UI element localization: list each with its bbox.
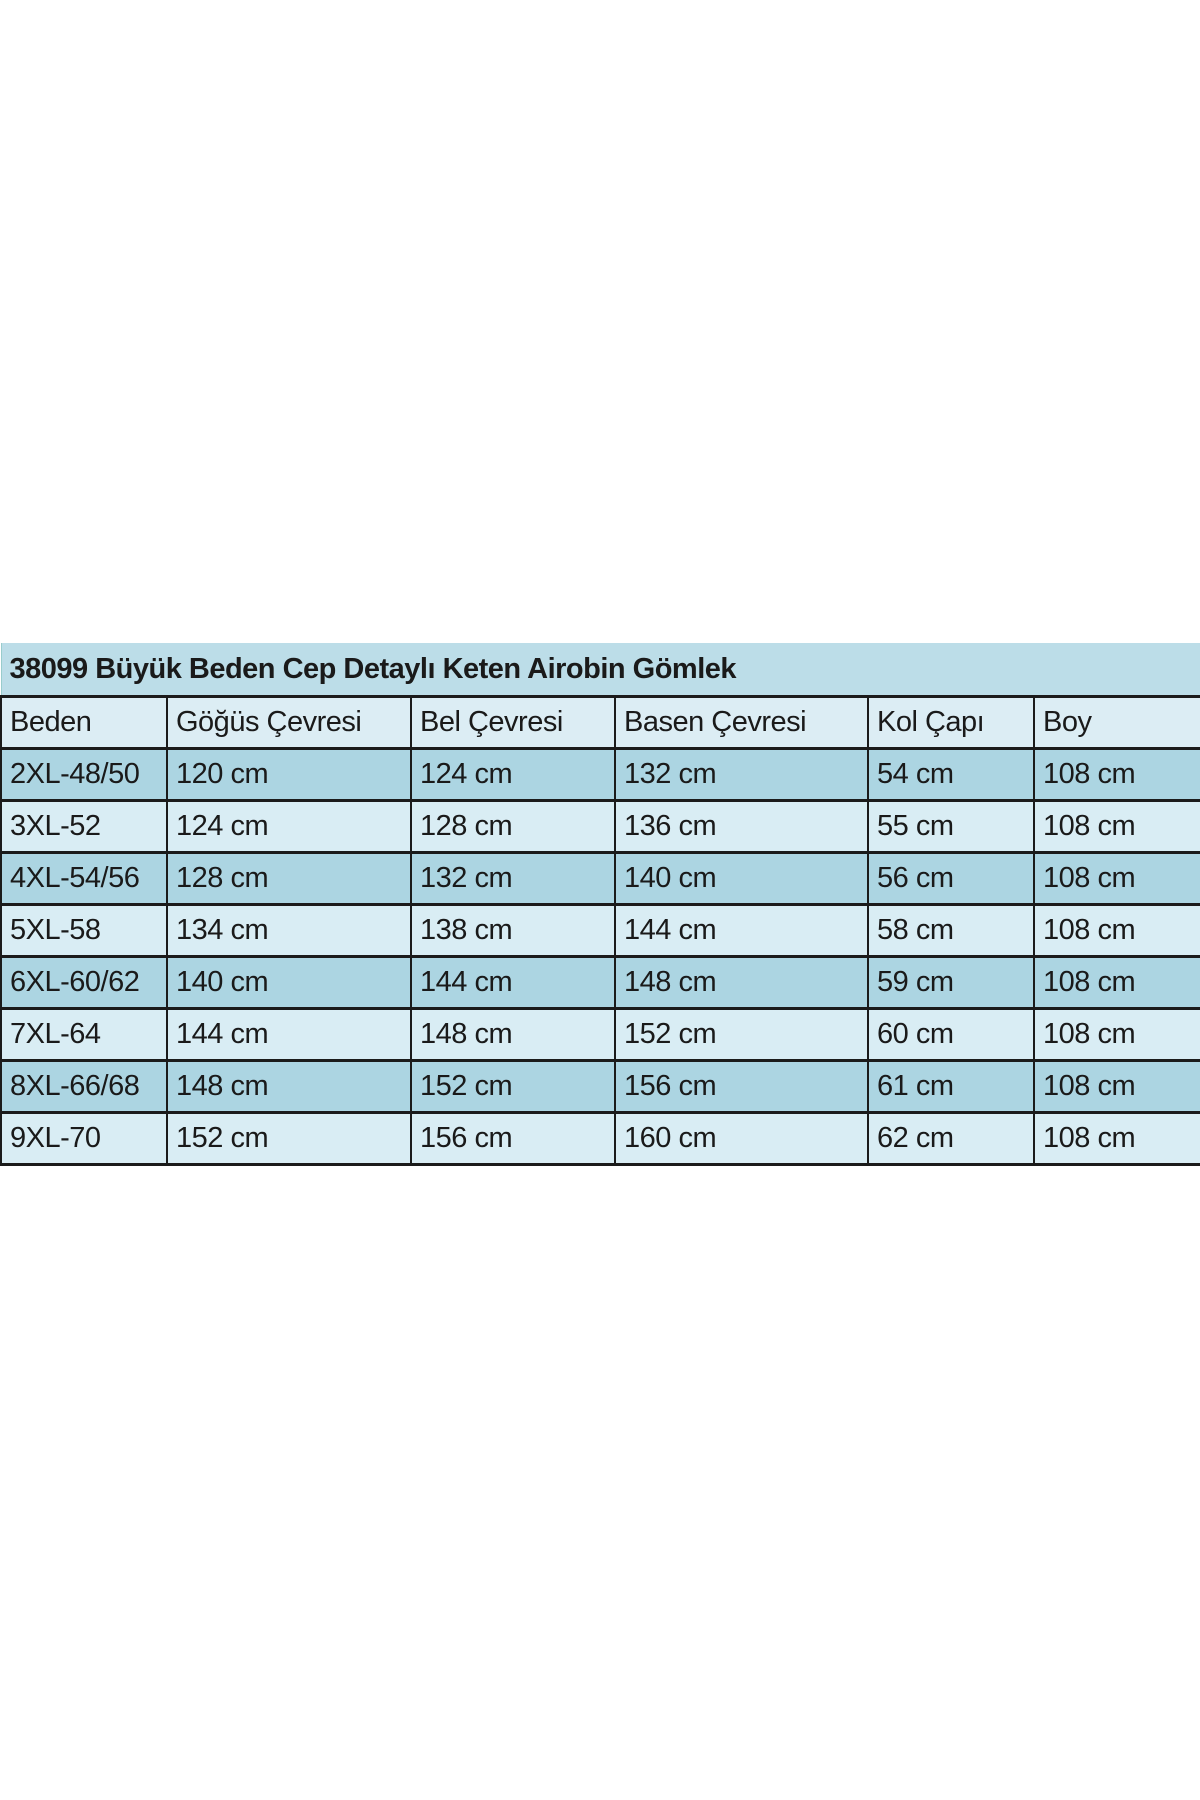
table-title: 38099 Büyük Beden Cep Detaylı Keten Airo… (0, 643, 1200, 697)
table-row: 5XL-58 134 cm 138 cm 144 cm 58 cm 108 cm (0, 903, 1200, 957)
table-cell: 54 cm (867, 747, 1035, 801)
table-cell: 136 cm (614, 799, 869, 853)
table-cell: 138 cm (410, 903, 616, 957)
table-cell: 9XL-70 (0, 1111, 168, 1166)
table-cell: 61 cm (867, 1059, 1035, 1113)
table-cell: 132 cm (410, 851, 616, 905)
table-cell: 58 cm (867, 903, 1035, 957)
table-cell: 152 cm (614, 1007, 869, 1061)
table-cell: 5XL-58 (0, 903, 168, 957)
table-cell: 148 cm (410, 1007, 616, 1061)
table-row: 6XL-60/62 140 cm 144 cm 148 cm 59 cm 108 cm (0, 955, 1200, 1009)
table-cell: 124 cm (166, 799, 412, 853)
table-cell: 108 cm (1032, 1059, 1200, 1113)
table-cell: 56 cm (867, 851, 1035, 905)
table-cell: 6XL-60/62 (0, 955, 168, 1009)
table-cell: 8XL-66/68 (0, 1059, 168, 1113)
table-cell: 3XL-52 (0, 799, 168, 853)
table-cell: 144 cm (410, 955, 616, 1009)
table-cell: 108 cm (1032, 1111, 1200, 1166)
table-cell: 144 cm (166, 1007, 412, 1061)
column-header: Bel Çevresi (410, 695, 616, 749)
column-header: Basen Çevresi (614, 695, 869, 749)
table-cell: 156 cm (614, 1059, 869, 1113)
table-cell: 148 cm (614, 955, 869, 1009)
table-cell: 4XL-54/56 (0, 851, 168, 905)
table-cell: 108 cm (1032, 1007, 1200, 1061)
table-cell: 108 cm (1032, 903, 1200, 957)
table-row: 3XL-52 124 cm 128 cm 136 cm 55 cm 108 cm (0, 799, 1200, 853)
table-row: 2XL-48/50 120 cm 124 cm 132 cm 54 cm 108 cm (0, 747, 1200, 801)
table-cell: 160 cm (614, 1111, 869, 1166)
column-header: Beden (0, 695, 168, 749)
table-cell: 128 cm (166, 851, 412, 905)
header-row: Beden Göğüs Çevresi Bel Çevresi Basen Çevre… (0, 695, 1200, 749)
size-chart-table: 38099 Büyük Beden Cep Detaylı Keten Airo… (0, 643, 1200, 1166)
table-cell: 152 cm (166, 1111, 412, 1166)
table-cell: 108 cm (1032, 747, 1200, 801)
table-cell: 152 cm (410, 1059, 616, 1113)
table-cell: 140 cm (614, 851, 869, 905)
table-cell: 134 cm (166, 903, 412, 957)
column-header: Kol Çapı (867, 695, 1035, 749)
table-cell: 128 cm (410, 799, 616, 853)
table-cell: 2XL-48/50 (0, 747, 168, 801)
table-row: 8XL-66/68 148 cm 152 cm 156 cm 61 cm 108 cm (0, 1059, 1200, 1113)
table-row: 9XL-70 152 cm 156 cm 160 cm 62 cm 108 cm (0, 1111, 1200, 1166)
table-cell: 108 cm (1032, 851, 1200, 905)
table-cell: 62 cm (867, 1111, 1035, 1166)
table-cell: 55 cm (867, 799, 1035, 853)
table-cell: 132 cm (614, 747, 869, 801)
table-row: 4XL-54/56 128 cm 132 cm 140 cm 56 cm 108 cm (0, 851, 1200, 905)
table-cell: 124 cm (410, 747, 616, 801)
table-cell: 108 cm (1032, 799, 1200, 853)
table-cell: 156 cm (410, 1111, 616, 1166)
table-row: 7XL-64 144 cm 148 cm 152 cm 60 cm 108 cm (0, 1007, 1200, 1061)
column-header: Boy (1032, 695, 1200, 749)
column-header: Göğüs Çevresi (166, 695, 412, 749)
table-cell: 60 cm (867, 1007, 1035, 1061)
table-cell: 144 cm (614, 903, 869, 957)
table-cell: 59 cm (867, 955, 1035, 1009)
table-cell: 108 cm (1032, 955, 1200, 1009)
table-cell: 148 cm (166, 1059, 412, 1113)
table-cell: 7XL-64 (0, 1007, 168, 1061)
table-cell: 120 cm (166, 747, 412, 801)
table-cell: 140 cm (166, 955, 412, 1009)
